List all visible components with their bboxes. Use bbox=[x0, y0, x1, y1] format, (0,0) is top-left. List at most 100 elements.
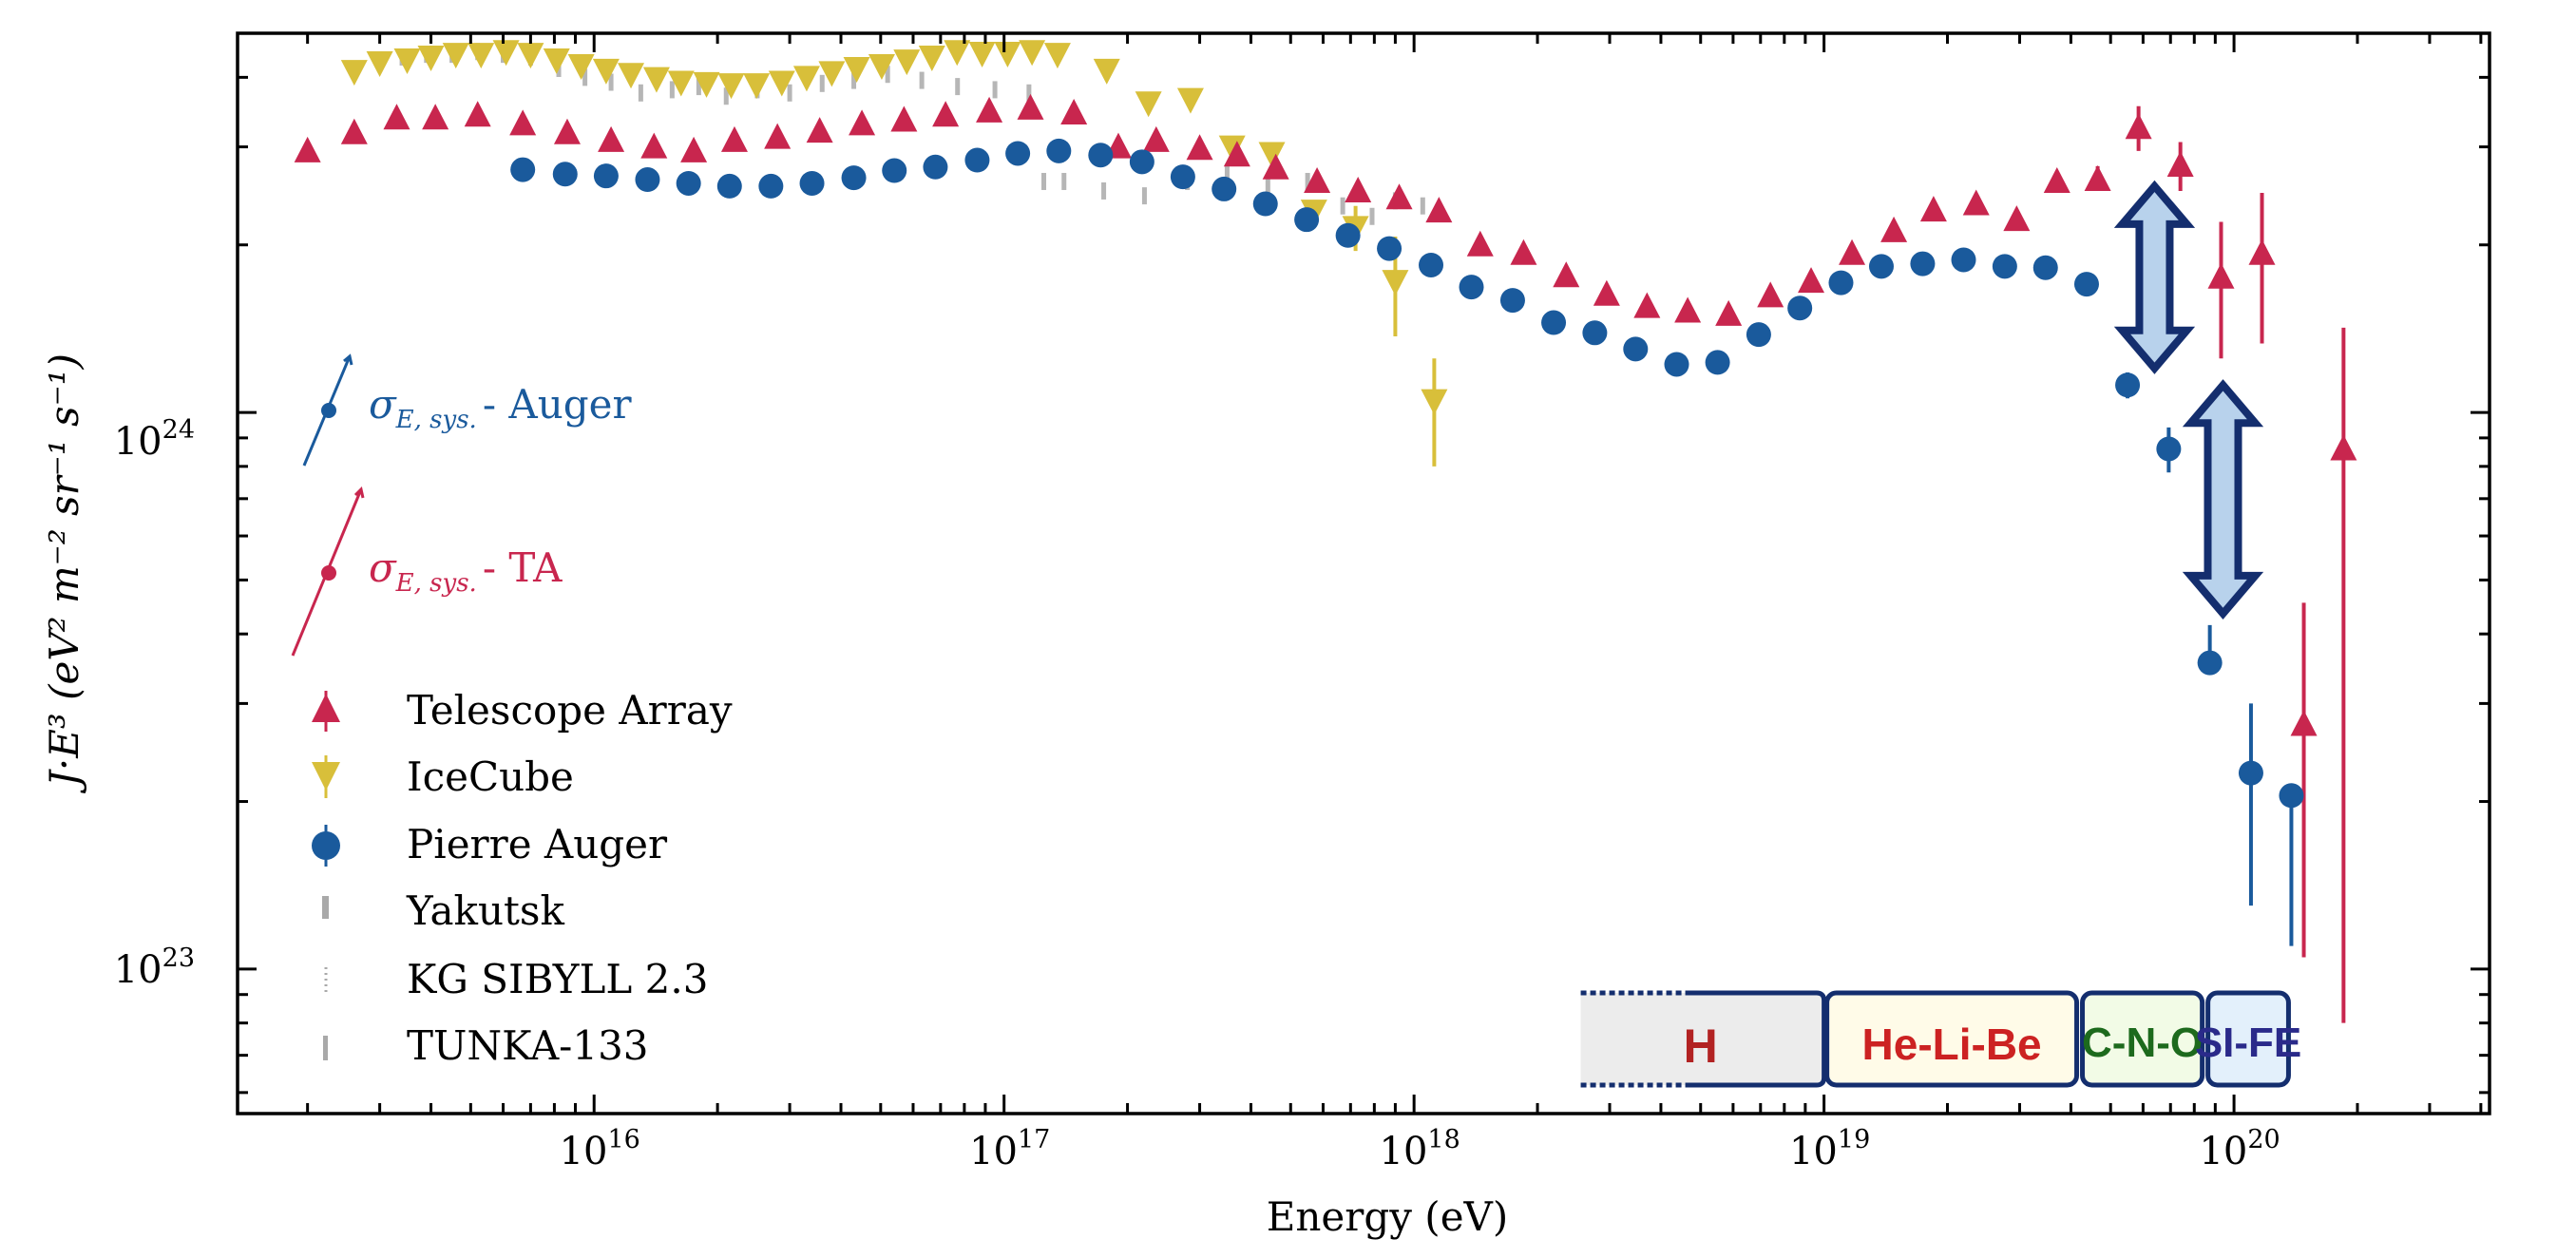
icecube-point bbox=[1218, 135, 1246, 162]
y-tick-label-1e23: 1023 bbox=[114, 944, 195, 992]
ta-point bbox=[1223, 141, 1250, 167]
gray-data-point bbox=[1061, 172, 1067, 190]
legend-auger-marker bbox=[312, 831, 340, 860]
icecube-point bbox=[1421, 389, 1448, 415]
auger-point bbox=[1868, 254, 1894, 279]
gray-data-point bbox=[1369, 207, 1375, 225]
auger-point bbox=[1664, 352, 1689, 377]
gray-data-point bbox=[1224, 163, 1230, 181]
icecube-point bbox=[868, 53, 895, 80]
ta-point bbox=[2125, 113, 2152, 140]
icecube-point bbox=[442, 43, 469, 69]
legend-entry-pierre-auger: Pierre Auger bbox=[312, 821, 668, 867]
gray-data-point bbox=[696, 78, 701, 96]
legend: Telescope Array IceCube Pierre Auger Yak… bbox=[312, 687, 733, 1069]
gray-data-point bbox=[885, 66, 890, 84]
legend-ta-marker bbox=[312, 694, 340, 722]
icecube-point bbox=[768, 70, 795, 97]
x-tick-label-1e20: 1020 bbox=[2199, 1125, 2280, 1173]
icecube-point bbox=[1258, 142, 1286, 168]
shift-arrow-lower bbox=[2182, 379, 2264, 620]
auger-point bbox=[1419, 252, 1444, 277]
icecube-point bbox=[717, 73, 745, 100]
gray-data-point bbox=[638, 84, 643, 102]
ta-point bbox=[2290, 710, 2318, 736]
legend-icecube-label: IceCube bbox=[407, 753, 574, 800]
series-icecube bbox=[340, 40, 1448, 467]
ta-point bbox=[1798, 267, 1825, 294]
gray-data-point bbox=[919, 71, 925, 89]
auger-point bbox=[1499, 288, 1525, 314]
auger-point bbox=[1951, 247, 1976, 273]
ta-point bbox=[294, 136, 321, 162]
auger-point bbox=[1170, 164, 1195, 190]
ta-point bbox=[1919, 196, 1947, 222]
icecube-point bbox=[667, 70, 695, 97]
icecube-point bbox=[543, 48, 570, 74]
icecube-point bbox=[467, 43, 495, 69]
ta-point bbox=[340, 118, 368, 144]
ta-point bbox=[2207, 262, 2235, 289]
auger-point bbox=[1787, 295, 1813, 321]
icecube-point bbox=[1382, 270, 1409, 296]
ta-sys-arrow-head bbox=[353, 486, 365, 499]
icecube-point bbox=[393, 48, 421, 74]
icecube-point bbox=[944, 40, 971, 67]
auger-point bbox=[1377, 236, 1402, 261]
gray-data-point bbox=[1101, 181, 1107, 200]
icecube-point bbox=[517, 43, 544, 69]
icecube-point bbox=[843, 57, 870, 84]
icecube-point bbox=[567, 53, 595, 80]
x-axis-label: Energy (eV) bbox=[1267, 1193, 1509, 1240]
auger-point bbox=[964, 147, 990, 173]
auger-point bbox=[1992, 254, 2017, 279]
ta-sys-dot bbox=[321, 565, 336, 581]
data-series bbox=[294, 40, 2357, 1023]
icecube-point bbox=[642, 67, 670, 93]
auger-sys-arrow-head bbox=[343, 353, 353, 366]
gray-data-point bbox=[1141, 187, 1147, 205]
auger-point bbox=[882, 158, 907, 183]
icecube-point bbox=[417, 46, 445, 72]
ta-point bbox=[2166, 150, 2194, 177]
auger-point bbox=[2238, 760, 2263, 786]
shift-arrow-upper bbox=[2113, 180, 2196, 374]
icecube-point bbox=[1019, 40, 1046, 67]
auger-point bbox=[2073, 272, 2099, 297]
ta-point bbox=[1839, 238, 1866, 265]
ta-point bbox=[383, 104, 410, 130]
band-sife-box bbox=[2205, 990, 2291, 1088]
auger-point bbox=[635, 167, 660, 193]
gray-data-point bbox=[851, 71, 857, 89]
plot-frame bbox=[236, 31, 2491, 1115]
legend-kg-label: KG SIBYLL 2.3 bbox=[407, 956, 708, 1002]
auger-point bbox=[1582, 320, 1608, 346]
ta-point bbox=[890, 105, 918, 132]
legend-yakutsk-label: Yakutsk bbox=[406, 887, 564, 934]
band-he-box bbox=[1824, 990, 2080, 1088]
auger-point bbox=[1623, 336, 1649, 362]
auger-point bbox=[1746, 322, 1771, 348]
icecube-point bbox=[1043, 43, 1071, 69]
ta-point bbox=[1304, 166, 1331, 193]
legend-entry-yakutsk: Yakutsk bbox=[322, 887, 564, 934]
ta-point bbox=[1593, 279, 1620, 306]
legend-ta-label: Telescope Array bbox=[407, 687, 733, 734]
gray-data-point bbox=[819, 74, 825, 92]
x-tick-label-1e18: 1018 bbox=[1380, 1125, 1460, 1173]
ta-point bbox=[2003, 205, 2031, 232]
ta-point bbox=[720, 125, 748, 152]
band-label-si-fe: SI-FE bbox=[2195, 1020, 2301, 1066]
ta-point bbox=[1017, 93, 1044, 120]
gray-data-point bbox=[955, 78, 961, 96]
legend-yakutsk-marker bbox=[322, 896, 329, 919]
ta-point bbox=[1060, 99, 1088, 125]
ta-point bbox=[849, 109, 876, 136]
mass-composition-bands bbox=[1580, 990, 2291, 1088]
band-h-fill bbox=[1580, 993, 1824, 1085]
ta-point bbox=[1715, 299, 1743, 326]
auger-point bbox=[799, 170, 825, 196]
ta-point bbox=[1345, 176, 1372, 202]
auger-point bbox=[716, 173, 742, 199]
auger-point bbox=[552, 162, 578, 187]
